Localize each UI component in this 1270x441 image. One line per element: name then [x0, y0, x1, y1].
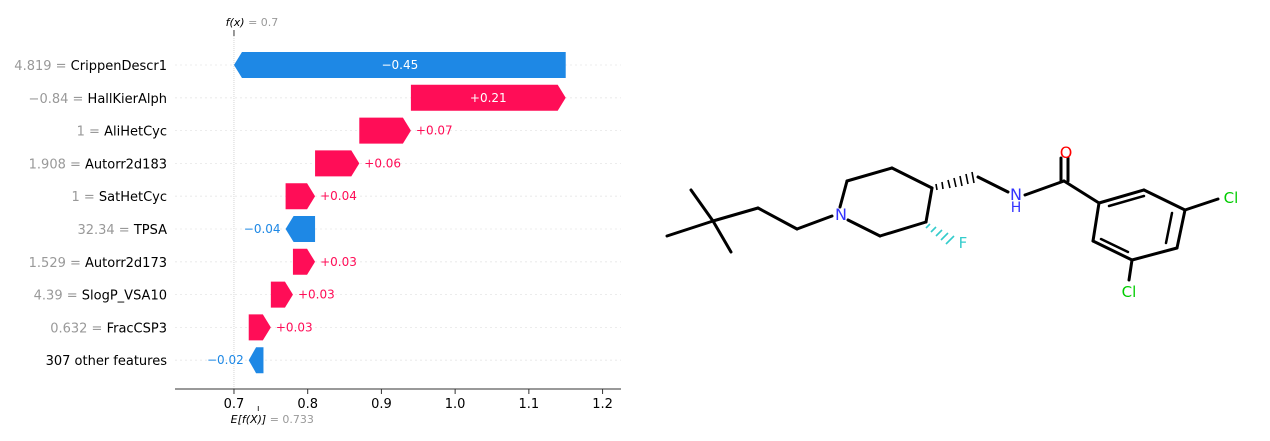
atom-cl-top: Cl [1224, 189, 1239, 207]
feature-label: 1 = AliHetCyc [77, 125, 167, 140]
bar-value-label: +0.06 [364, 156, 401, 170]
feature-value: 1.529 = [29, 256, 85, 271]
bar-labels-group: −0.45 +0.21 +0.07 +0.06 +0.04 −0.04 +0.03 +0.03… [207, 58, 507, 367]
feature-name: SlogP_VSA10 [82, 289, 167, 304]
bar-value-label: +0.04 [320, 189, 357, 203]
feature-name: Autorr2d173 [85, 256, 167, 271]
atom-cl-bottom: Cl [1122, 283, 1137, 301]
feature-label: 307 other features [46, 354, 168, 369]
bar-value-label: +0.07 [416, 124, 453, 138]
stereo-hash-bonds [935, 171, 975, 191]
fx-label: f(x) = 0.7 [226, 16, 279, 29]
waterfall-bar [315, 150, 360, 177]
feature-name: CrippenDescr1 [71, 59, 167, 74]
bar-value-label: +0.03 [276, 320, 313, 334]
feature-label: 0.632 = FracCSP3 [50, 321, 167, 336]
feature-label: 1 = SatHetCyc [71, 190, 167, 205]
bar-value-label: +0.21 [470, 91, 507, 105]
x-tick-label: 0.9 [371, 397, 392, 412]
feature-name: Autorr2d183 [85, 157, 167, 172]
x-tick-label: 1.0 [445, 397, 466, 412]
bar-value-label: +0.03 [320, 255, 357, 269]
waterfall-bar [292, 248, 316, 275]
atom-o: O [1060, 143, 1073, 162]
bar-value-label: −0.04 [244, 222, 281, 236]
x-tick-label: 0.8 [297, 397, 318, 412]
feature-label: 4.819 = CrippenDescr1 [14, 59, 167, 74]
bar-value-label: −0.02 [207, 353, 244, 367]
bar-value-label: +0.03 [298, 288, 335, 302]
feature-label: 4.39 = SlogP_VSA10 [34, 289, 167, 304]
feature-labels-group: 4.819 = CrippenDescr1 −0.84 = HallKierAlp… [14, 59, 167, 369]
waterfall-bar [248, 347, 264, 374]
waterfall-bar [410, 84, 566, 111]
x-tick-label: 0.7 [224, 397, 245, 412]
waterfall-bar [248, 314, 271, 341]
atom-n-ring: N [835, 205, 847, 224]
feature-value: −0.84 = [29, 92, 88, 107]
bars-group [233, 52, 566, 374]
atom-h-amide: H [1011, 200, 1022, 216]
feature-label: 1.529 = Autorr2d173 [29, 256, 167, 271]
waterfall-bar [359, 117, 411, 144]
feature-value: 1 = [71, 190, 98, 205]
amide-carbonyl [1059, 156, 1070, 183]
feature-value: 0.632 = [50, 321, 106, 336]
waterfall-bar [233, 52, 566, 78]
feature-label: −0.84 = HallKierAlph [29, 92, 167, 107]
molecule-bonds [665, 166, 1220, 282]
molecule-structure: N N H O F Cl Cl [665, 143, 1239, 301]
bar-value-label: −0.45 [381, 58, 418, 72]
feature-value: 4.819 = [14, 59, 70, 74]
efx-label: E[f(X)] = 0.733 [231, 413, 314, 426]
feature-name: AliHetCyc [104, 125, 167, 140]
feature-value: 32.34 = [77, 223, 133, 238]
feature-value: 1.908 = [29, 157, 85, 172]
waterfall-bar [270, 281, 293, 308]
feature-name: SatHetCyc [99, 190, 167, 205]
waterfall-bar [285, 183, 316, 210]
atom-n-amide: N [1010, 185, 1022, 204]
x-ticks-group: 0.7 0.8 0.9 1.0 1.1 1.2 [224, 389, 613, 412]
feature-name: FracCSP3 [107, 321, 167, 336]
waterfall-chart: −0.45 +0.21 +0.07 +0.06 +0.04 −0.04 +0.03 +0.03… [14, 16, 621, 426]
feature-name: TPSA [133, 223, 167, 238]
feature-label: 32.34 = TPSA [77, 223, 167, 238]
atom-f: F [959, 234, 968, 252]
feature-name: 307 other features [46, 354, 168, 369]
feature-label: 1.908 = Autorr2d183 [29, 157, 167, 172]
x-tick-label: 1.2 [592, 397, 613, 412]
stereo-hash-bonds-f [925, 223, 955, 245]
feature-name: HallKierAlph [88, 92, 167, 107]
feature-value: 4.39 = [34, 289, 82, 304]
x-tick-label: 1.1 [519, 397, 540, 412]
waterfall-bar [285, 216, 316, 242]
feature-value: 1 = [77, 125, 104, 140]
